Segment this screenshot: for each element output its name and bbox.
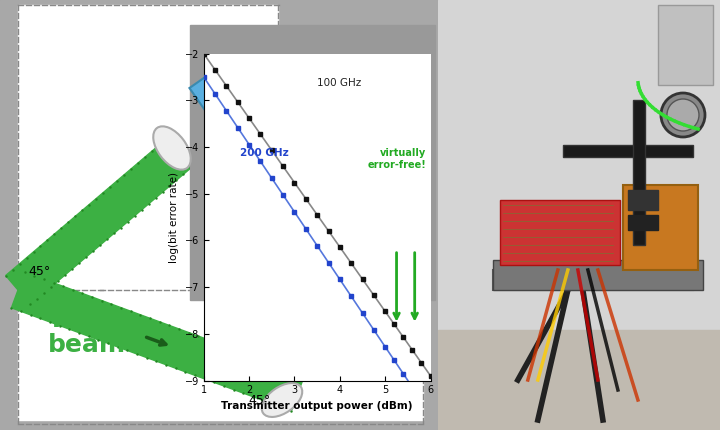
- Text: 200 GHz: 200 GHz: [240, 148, 289, 159]
- Y-axis label: log(bit error rate): log(bit error rate): [169, 172, 179, 263]
- Bar: [230, 101, 249, 121]
- Bar: [438, 330, 720, 430]
- Text: R: R: [334, 339, 346, 356]
- Bar: [18, 290, 423, 420]
- Circle shape: [667, 99, 699, 131]
- Text: beam: beam: [48, 333, 126, 357]
- Bar: [0, 0, 440, 430]
- Bar: [628, 215, 658, 230]
- Text: virtually
error-free!: virtually error-free!: [367, 148, 426, 170]
- Bar: [563, 145, 693, 157]
- Bar: [18, 5, 278, 290]
- Bar: [492, 270, 693, 290]
- Text: THz: THz: [48, 308, 101, 332]
- X-axis label: Transmitter output power (dBm): Transmitter output power (dBm): [222, 401, 413, 411]
- Bar: [190, 25, 435, 300]
- Bar: [500, 200, 620, 265]
- Polygon shape: [12, 272, 305, 411]
- Bar: [658, 5, 713, 85]
- Ellipse shape: [262, 383, 302, 417]
- FancyBboxPatch shape: [307, 318, 369, 378]
- Bar: [343, 358, 359, 375]
- Bar: [492, 260, 703, 290]
- Ellipse shape: [153, 126, 191, 170]
- Text: 45°: 45°: [28, 265, 50, 278]
- Bar: [633, 100, 645, 245]
- Bar: [623, 185, 698, 270]
- Text: 100 GHz: 100 GHz: [317, 78, 361, 89]
- Polygon shape: [6, 134, 197, 304]
- Text: 45°: 45°: [248, 393, 270, 406]
- Circle shape: [661, 93, 705, 137]
- FancyBboxPatch shape: [189, 56, 261, 124]
- Bar: [628, 190, 658, 210]
- Text: T: T: [220, 80, 234, 99]
